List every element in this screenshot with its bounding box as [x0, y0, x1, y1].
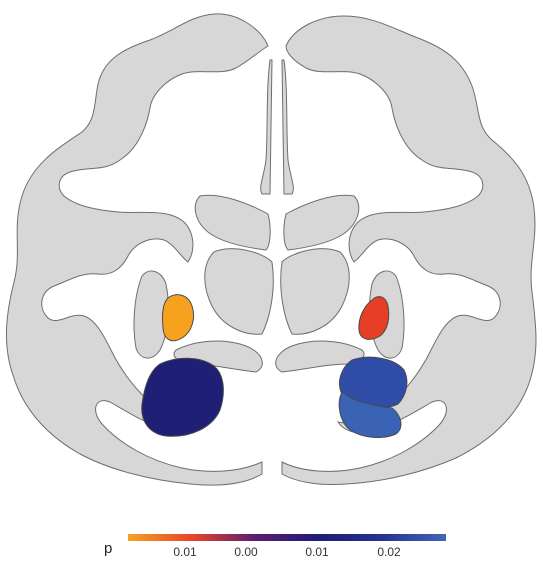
left-medial-cortex [260, 59, 273, 195]
legend-title: p [104, 540, 113, 557]
right-caudate [283, 194, 360, 251]
tick-label-1: 0.01 [173, 545, 197, 559]
right-thalamus [280, 248, 350, 335]
left-putamen [133, 270, 169, 359]
right-medial-cortex [281, 59, 294, 195]
left-nucleus-region [162, 294, 195, 342]
brain-section-diagram [6, 13, 537, 486]
colorbar-legend: p 0.01 0.00 0.01 0.02 [0, 520, 543, 563]
left-lower-structure-region [141, 357, 224, 437]
right-lower-structure-lower-region [338, 391, 402, 438]
colorbar-gradient [128, 534, 446, 541]
tick-label-4: 0.02 [377, 545, 401, 559]
tick-label-3: 0.01 [305, 545, 329, 559]
right-nucleus-region [358, 296, 390, 340]
left-caudate [194, 194, 271, 251]
tick-label-2: 0.00 [234, 545, 258, 559]
left-thalamus [204, 248, 274, 335]
